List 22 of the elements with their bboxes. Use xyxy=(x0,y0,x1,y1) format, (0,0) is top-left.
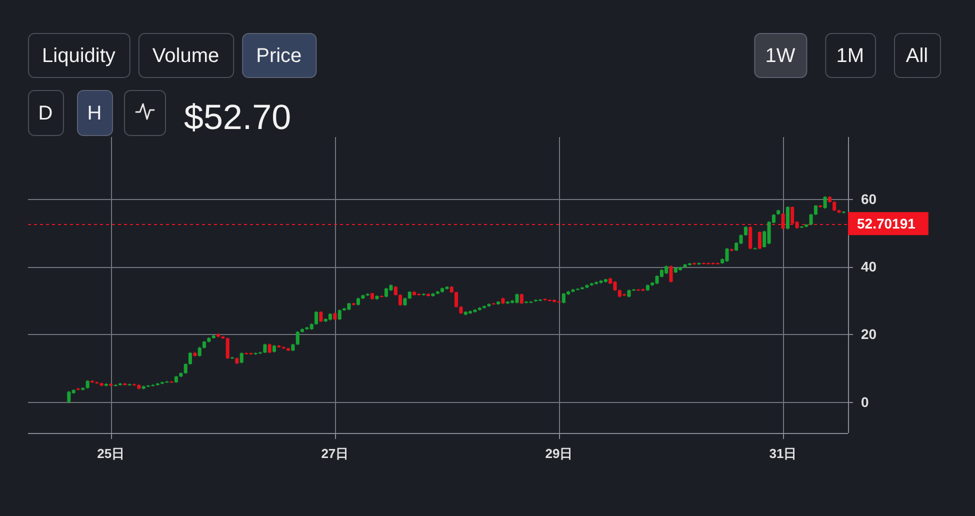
candlestick xyxy=(277,345,281,348)
x-tick-label: 31日 xyxy=(769,446,797,461)
text: 1M xyxy=(836,45,864,67)
candlestick xyxy=(585,284,589,288)
text: Volume xyxy=(152,45,220,67)
text: D xyxy=(38,102,53,124)
x-tick-label: 27日 xyxy=(321,446,349,461)
y-tick-label: 20 xyxy=(861,326,877,342)
y-tick-label: 40 xyxy=(861,258,877,275)
text: All xyxy=(906,45,928,67)
candlestick xyxy=(90,380,94,383)
x-tick-label: 25日 xyxy=(97,446,125,461)
y-tick-label: 0 xyxy=(861,394,869,410)
ref-line-label: 52.70191 xyxy=(857,216,916,232)
text: Price xyxy=(256,45,302,67)
text: Liquidity xyxy=(42,45,116,67)
x-tick-label: 29日 xyxy=(545,446,573,461)
candlestick xyxy=(669,266,673,282)
y-tick-label: 60 xyxy=(861,190,877,207)
text: H xyxy=(87,102,102,124)
chart-title: $52.70 xyxy=(184,98,292,137)
text: 1W xyxy=(765,45,796,67)
